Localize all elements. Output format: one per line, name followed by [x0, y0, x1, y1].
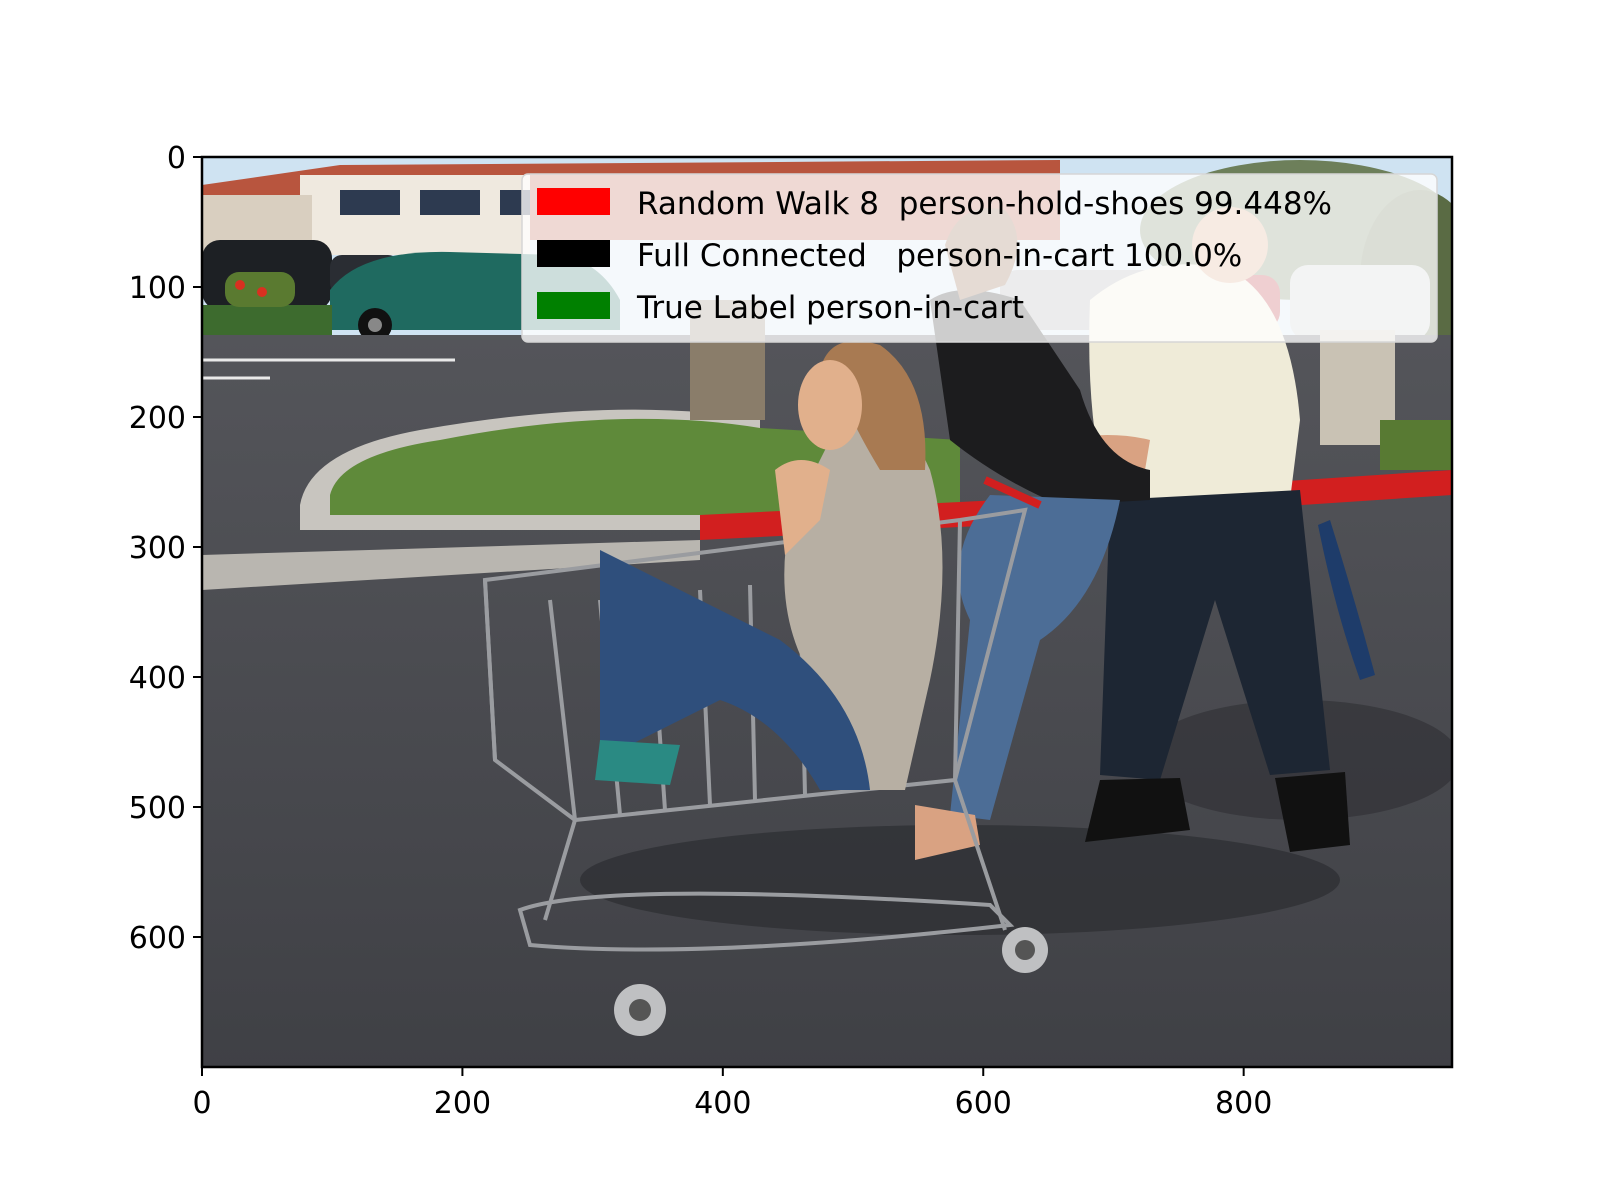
x-tick-label: 400: [694, 1086, 751, 1121]
x-tick-label: 800: [1215, 1086, 1272, 1121]
legend-swatch-red: [537, 188, 610, 215]
x-axis: 0 200 400 600 800: [192, 1067, 1272, 1121]
legend-label: Random Walk 8 person-hold-shoes 99.448%: [637, 186, 1332, 222]
y-tick-label: 100: [129, 271, 186, 306]
legend-swatch-green: [537, 292, 610, 319]
y-tick-label: 500: [129, 791, 186, 826]
y-axis: 0 100 200 300 400 500 600: [129, 141, 202, 956]
y-tick-label: 0: [167, 141, 186, 176]
y-tick-label: 200: [129, 401, 186, 436]
y-tick-label: 300: [129, 531, 186, 566]
x-tick-label: 0: [192, 1086, 211, 1121]
x-tick-label: 600: [955, 1086, 1012, 1121]
legend-label: True Label person-in-cart: [636, 290, 1024, 326]
y-tick-label: 400: [129, 661, 186, 696]
x-tick-label: 200: [434, 1086, 491, 1121]
legend-entry: Random Walk 8 person-hold-shoes 99.448%: [537, 186, 1332, 222]
plot-frame: [200, 155, 1454, 1069]
legend-label: Full Connected person-in-cart 100.0%: [637, 238, 1242, 274]
y-tick-label: 600: [129, 921, 186, 956]
legend-entry: True Label person-in-cart: [537, 290, 1024, 326]
legend: Random Walk 8 person-hold-shoes 99.448% …: [521, 173, 1438, 343]
legend-box: [521, 173, 1438, 343]
legend-entry: Full Connected person-in-cart 100.0%: [537, 238, 1242, 274]
legend-swatch-black: [537, 240, 610, 267]
